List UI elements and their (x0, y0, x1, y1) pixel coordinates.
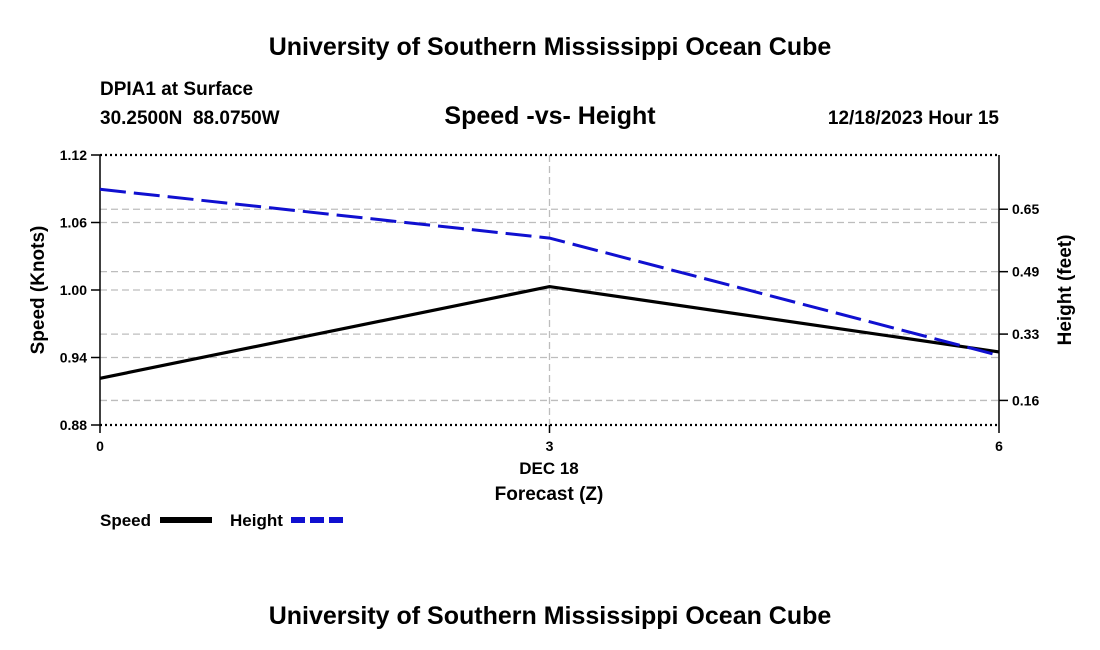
legend-label-height: Height (230, 511, 283, 530)
tick-label-left-0.94: 0.94 (60, 350, 87, 366)
x-axis-title: Forecast (Z) (495, 484, 604, 505)
tick-label-left-1.00: 1.00 (60, 282, 87, 298)
tick-label-left-0.88: 0.88 (60, 417, 87, 433)
datetime-label: 12/18/2023 Hour 15 (828, 108, 1000, 129)
tick-label-right-0.33: 0.33 (1012, 326, 1039, 342)
series-line-speed (99, 284, 1000, 380)
page-title: University of Southern Mississippi Ocean… (269, 33, 832, 61)
tick-label-right-0.49: 0.49 (1012, 264, 1039, 280)
y-axis-right-title: Height (feet) (1055, 235, 1076, 346)
series-line-height (99, 187, 1000, 357)
gridlines (100, 155, 999, 425)
tick-label-left-1.06: 1.06 (60, 215, 87, 231)
tick-label-right-0.65: 0.65 (1012, 201, 1039, 217)
tick-label-x-6: 6 (995, 438, 1003, 454)
chart-title: Speed -vs- Height (444, 102, 656, 130)
footer-title: University of Southern Mississippi Ocean… (269, 602, 832, 630)
tick-label-right-0.16: 0.16 (1012, 392, 1039, 408)
x-date-label: DEC 18 (519, 459, 579, 478)
tick-label-x-3: 3 (546, 438, 554, 454)
tick-label-left-1.12: 1.12 (60, 147, 87, 163)
station-label: DPIA1 at Surface (100, 79, 253, 100)
series-lines (99, 187, 1000, 380)
y-axis-left-title: Speed (Knots) (28, 226, 49, 355)
tick-label-x-0: 0 (96, 438, 104, 454)
legend: Speed Height (100, 511, 343, 530)
coordinates-label: 30.2500N 88.0750W (100, 108, 280, 129)
tick-labels: 0.88 0.94 1.00 1.06 1.12 0.16 0.33 0.49 0.65 0 3 6 (60, 147, 1040, 454)
legend-label-speed: Speed (100, 511, 151, 530)
